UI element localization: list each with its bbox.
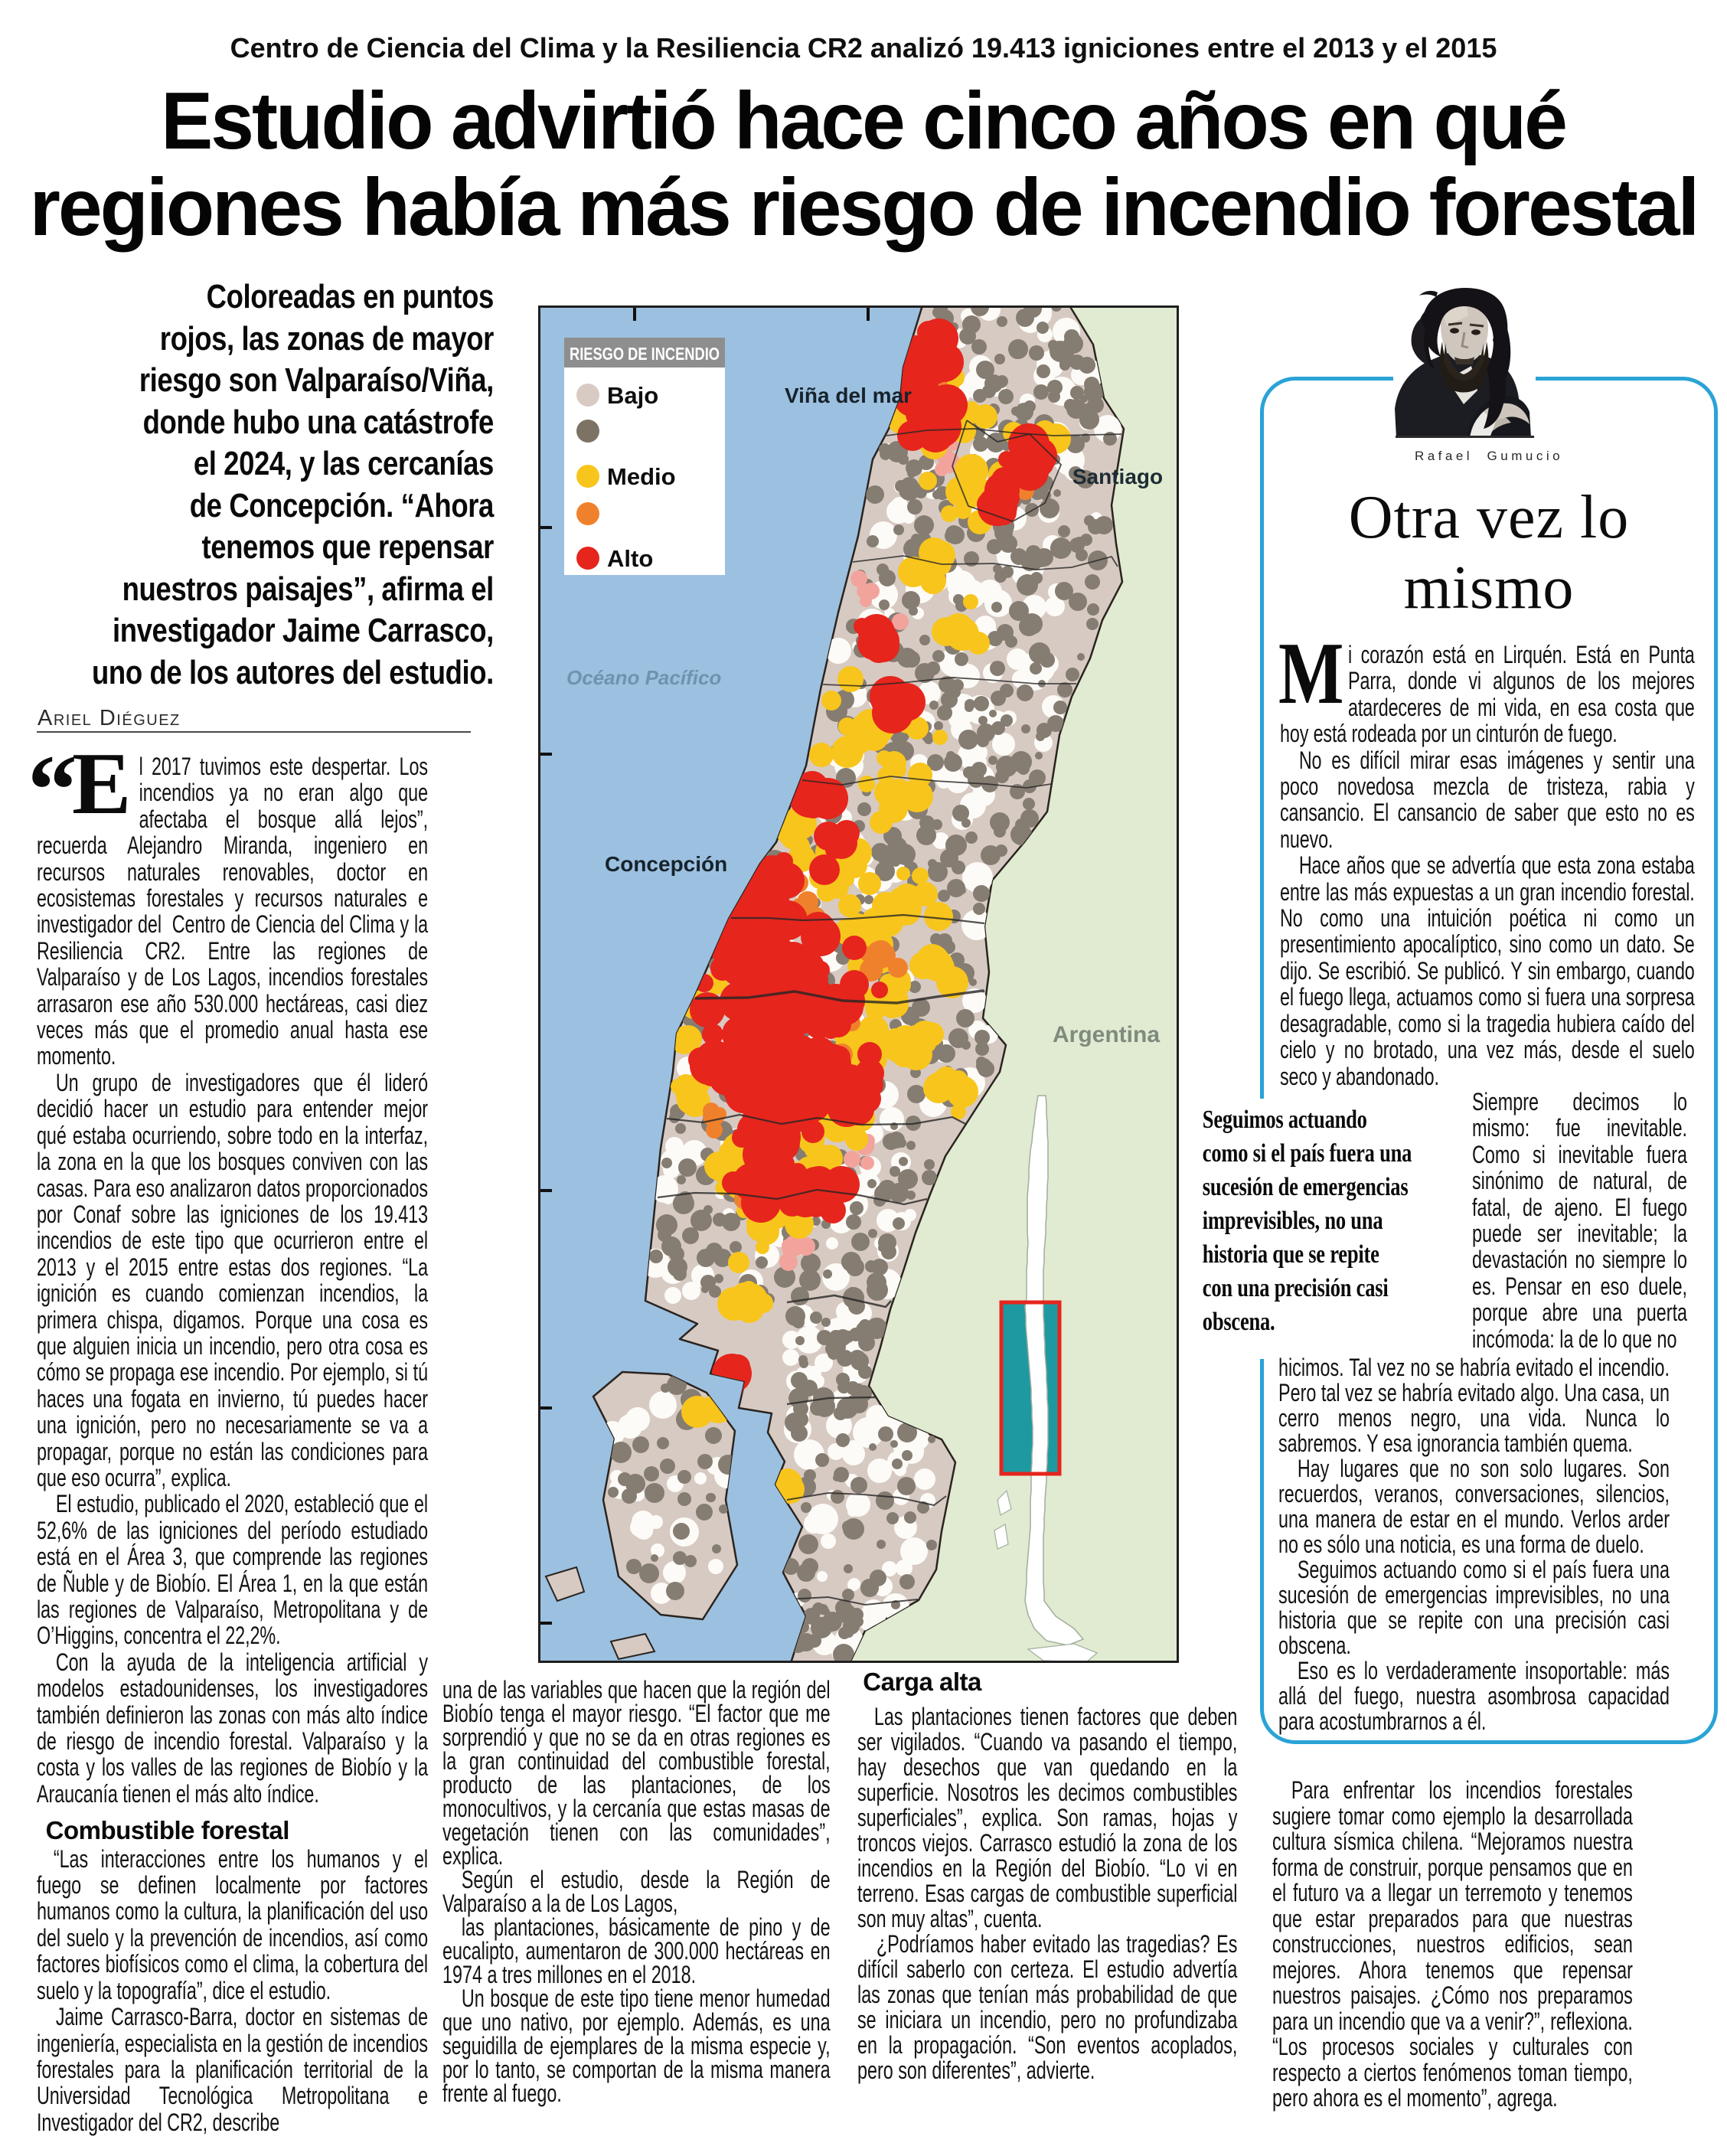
svg-text:Viña del mar: Viña del mar xyxy=(785,384,912,407)
svg-text:Argentina: Argentina xyxy=(1053,1022,1160,1047)
svg-text:Santiago: Santiago xyxy=(1072,465,1163,488)
svg-text:RIESGO DE INCENDIO: RIESGO DE INCENDIO xyxy=(570,344,720,364)
svg-text:Concepción: Concepción xyxy=(605,852,727,876)
svg-text:Océano Pacífico: Océano Pacífico xyxy=(566,666,721,689)
svg-text:Bajo: Bajo xyxy=(607,382,658,409)
svg-text:Medio: Medio xyxy=(607,463,676,490)
svg-text:Alto: Alto xyxy=(607,545,653,572)
